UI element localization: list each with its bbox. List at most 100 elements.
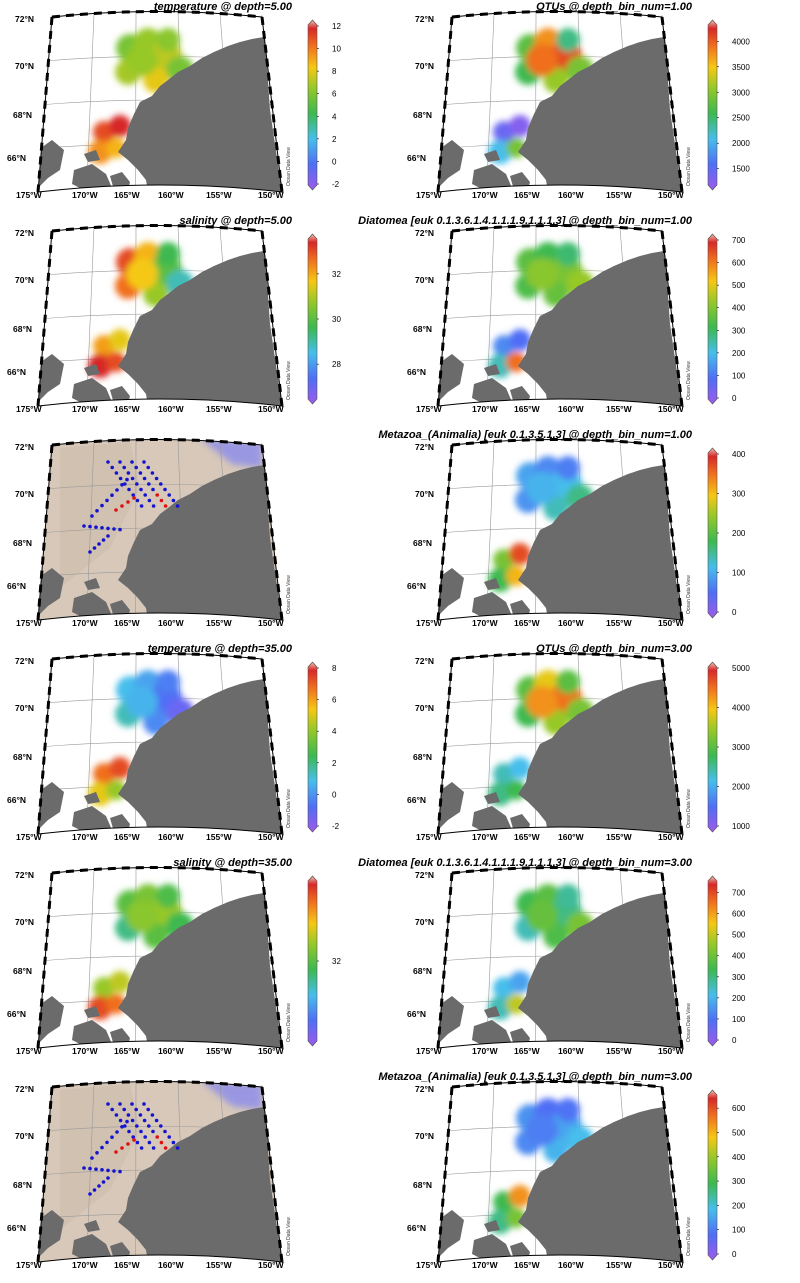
siberia-landmass-2: [472, 592, 512, 618]
longitude-label: 175°W: [16, 190, 43, 200]
odv-watermark: Ocean Data View: [686, 361, 692, 400]
latitude-label: 66°N: [7, 1223, 26, 1233]
station-marker: [139, 1129, 143, 1134]
interpolated-field: [88, 884, 194, 1020]
longitude-label: 155°W: [606, 618, 633, 628]
map-panel-7: 72°N 70°N 68°N 66°N 175°W 170°W 165°W 160°W 155°…: [0, 642, 400, 855]
longitude-label: 170°W: [72, 1260, 99, 1270]
latitude-label: 70°N: [415, 489, 434, 499]
panel-title: salinity @ depth=35.00: [173, 857, 293, 869]
field-cell-north-7: [526, 686, 558, 718]
field-cell-north-8: [556, 456, 580, 480]
interpolated-field: [488, 670, 594, 806]
latitude-label: 72°N: [415, 228, 434, 238]
siberia-landmass-1: [38, 996, 64, 1044]
longitude-label: 155°W: [206, 832, 233, 842]
station-marker: [120, 504, 124, 508]
field-cell-north-7: [526, 258, 558, 290]
field-cell-north-8: [156, 670, 180, 694]
station-marker: [90, 1156, 94, 1160]
longitude-label: 175°W: [16, 1260, 43, 1270]
station-marker: [139, 1146, 144, 1150]
colorbar-tick-label: 4000: [732, 37, 750, 46]
longitude-label: 175°W: [16, 1046, 43, 1056]
siberia-landmass-1: [438, 354, 464, 402]
longitude-label: 175°W: [416, 1046, 443, 1056]
longitude-label: 165°W: [514, 832, 541, 842]
section-map: 72°N 70°N 68°N 66°N 175°W 170°W 165°W 160°W 155°…: [378, 429, 746, 628]
station-marker: [82, 1166, 86, 1170]
station-marker: [130, 1118, 135, 1123]
station-marker: [171, 498, 176, 503]
latitude-label: 68°N: [13, 966, 32, 976]
station-map: 72°N 70°N 68°N 66°N 175°W 170°W 165°W 160°W 155°…: [7, 438, 292, 628]
longitude-label: 165°W: [114, 404, 141, 414]
field-cell-south-2: [509, 115, 531, 137]
latitude-label: 68°N: [413, 1180, 432, 1190]
latitude-label: 68°N: [413, 324, 432, 334]
odv-watermark: Ocean Data View: [286, 575, 292, 614]
station-marker: [142, 1118, 147, 1123]
longitude-label: 160°W: [158, 1260, 185, 1270]
panel-title: temperature @ depth=5.00: [154, 1, 293, 13]
station-marker: [163, 487, 167, 492]
siberia-landmass-4: [484, 792, 500, 804]
latitude-label: 72°N: [415, 870, 434, 880]
station-marker: [131, 493, 135, 497]
station-marker: [106, 1102, 110, 1106]
section-map: 72°N 70°N 68°N 66°N 175°W 170°W 165°W 160°W 155°…: [358, 857, 746, 1056]
longitude-label: 150°W: [258, 404, 285, 414]
station-marker: [120, 483, 124, 487]
station-marker: [142, 460, 146, 464]
field-cell-north-7: [126, 44, 158, 76]
map-panel-4: 72°N 70°N 68°N 66°N 175°W 170°W 165°W 160°W 155°…: [358, 214, 800, 427]
siberia-landmass-2: [472, 1020, 512, 1046]
alaska-landmass: [518, 893, 682, 1048]
colorbar-tick-label: 600: [732, 1104, 746, 1113]
colorbar-tick-label: 400: [732, 1153, 746, 1162]
longitude-label: 155°W: [206, 404, 233, 414]
field-cell-north-7: [526, 1114, 558, 1146]
siberia-landmass-4: [84, 1220, 100, 1232]
siberia-landmass-1: [438, 568, 464, 616]
alaska-landmass: [518, 1107, 682, 1262]
colorbar-tick-label: 100: [732, 371, 746, 380]
station-marker: [100, 1168, 104, 1172]
longitude-label: 155°W: [606, 190, 633, 200]
latitude-label: 66°N: [407, 795, 426, 805]
longitude-label: 155°W: [206, 1260, 233, 1270]
station-marker: [126, 500, 130, 504]
interpolated-field: [88, 28, 194, 164]
siberia-landmass-2: [472, 806, 512, 832]
odv-watermark: Ocean Data View: [686, 575, 692, 614]
station-marker: [114, 508, 118, 512]
map-panel-3: 72°N 70°N 68°N 66°N 175°W 170°W 165°W 160°W 155°…: [0, 214, 400, 427]
colorbar-tick-label: 0: [732, 608, 737, 617]
colorbar-tick-label: 700: [732, 889, 746, 898]
longitude-label: 150°W: [658, 1260, 685, 1270]
longitude-label: 165°W: [514, 1260, 541, 1270]
station-marker: [154, 476, 159, 481]
siberia-landmass-4: [484, 1006, 500, 1018]
station-marker: [147, 498, 152, 503]
longitude-label: 150°W: [658, 404, 685, 414]
station-marker: [92, 546, 97, 550]
latitude-label: 70°N: [15, 917, 34, 927]
station-marker: [100, 1145, 104, 1150]
station-marker: [163, 1129, 167, 1134]
field-cell-north-8: [556, 1098, 580, 1122]
colorbar: [707, 661, 718, 833]
colorbar-tick-label: 2000: [732, 783, 750, 792]
alaska-landmass: [518, 679, 682, 834]
field-cell-south-2: [109, 971, 131, 993]
longitude-label: 150°W: [658, 832, 685, 842]
station-marker: [97, 542, 101, 546]
latitude-label: 70°N: [15, 703, 34, 713]
latitude-label: 66°N: [407, 1223, 426, 1233]
longitude-label: 170°W: [72, 832, 99, 842]
colorbar-tick-label: 100: [732, 1226, 746, 1235]
station-marker: [110, 493, 114, 497]
siberia-landmass-4: [484, 1220, 500, 1232]
longitude-label: 155°W: [606, 404, 633, 414]
latitude-label: 70°N: [415, 917, 434, 927]
